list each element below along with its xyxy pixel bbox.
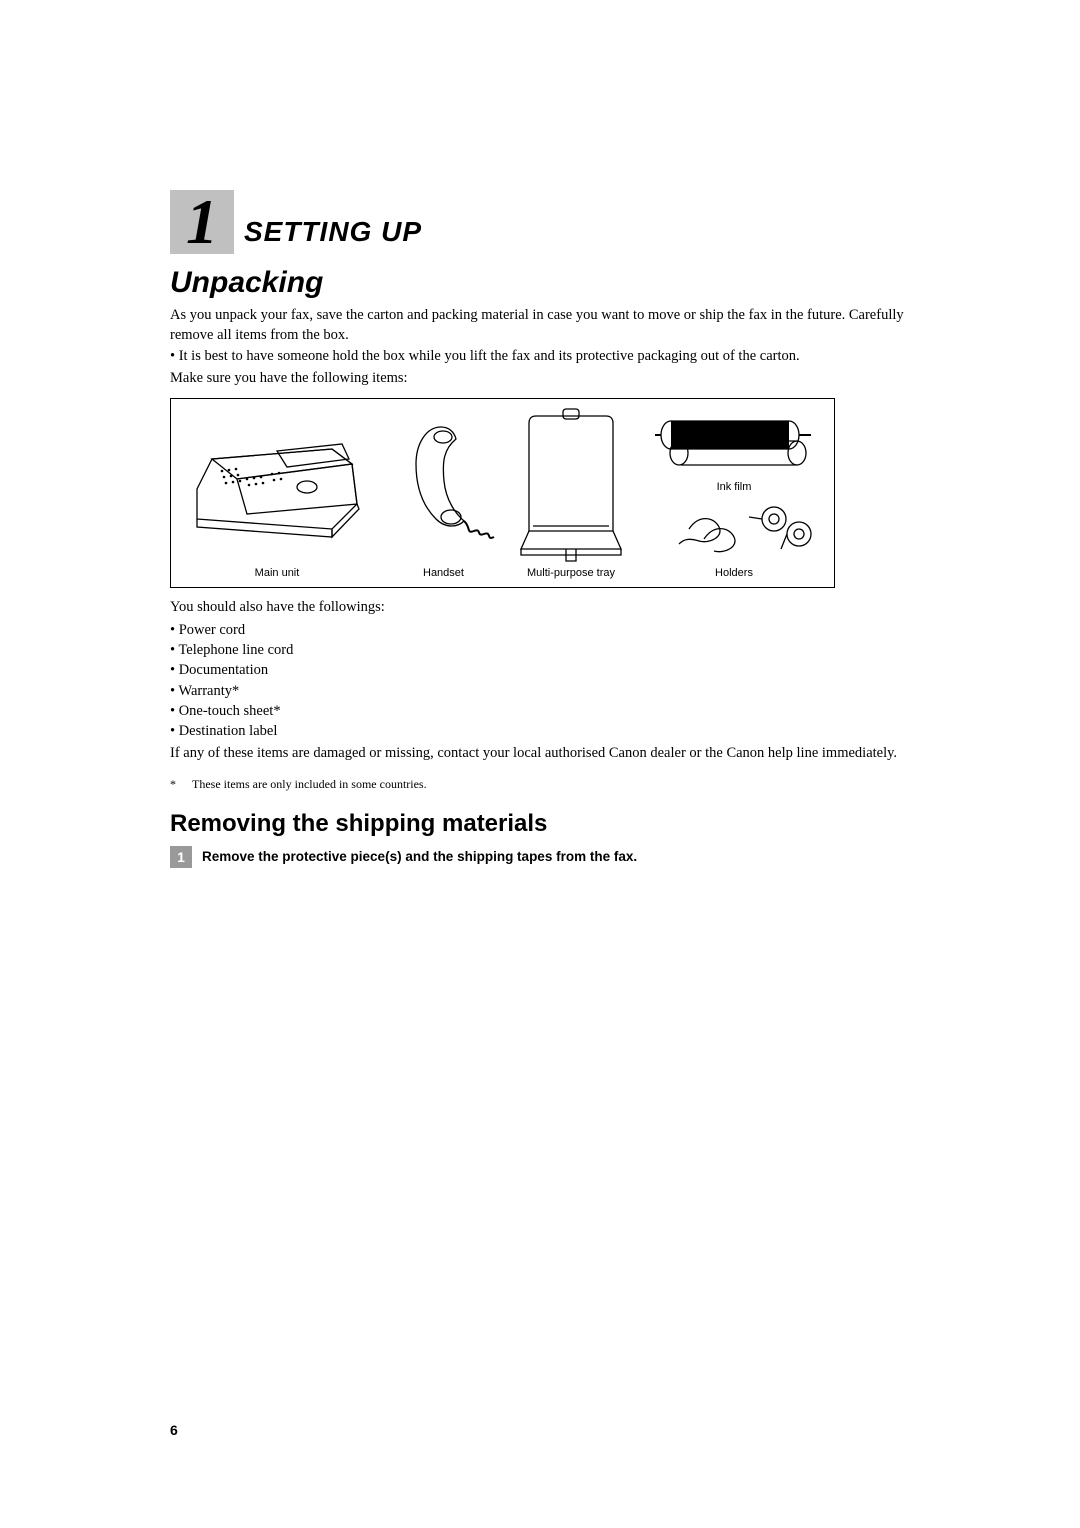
label-main-unit: Main unit: [177, 567, 377, 579]
footnote: * These items are only included in some …: [170, 777, 910, 792]
step-text: Remove the protective piece(s) and the s…: [202, 846, 637, 864]
footnote-mark: *: [170, 777, 176, 792]
section-title: Unpacking: [170, 266, 910, 300]
list-item: • Destination label: [170, 721, 910, 741]
label-ink-film: Ink film: [649, 481, 819, 493]
main-unit-icon: [177, 409, 377, 549]
step-number-box: 1: [170, 846, 192, 868]
handset-icon: [386, 409, 501, 549]
list-item: • One-touch sheet*: [170, 701, 910, 721]
intro-paragraph-2: Make sure you have the following items:: [170, 369, 910, 389]
holders-icon: [649, 499, 819, 559]
followings-trail: If any of these items are damaged or mis…: [170, 744, 910, 764]
followings-list: • Power cord • Telephone line cord • Doc…: [170, 620, 910, 742]
subsection-title: Removing the shipping materials: [170, 810, 910, 838]
chapter-title: SETTING UP: [244, 216, 422, 254]
list-item: • Warranty*: [170, 681, 910, 701]
page-number: 6: [170, 1422, 178, 1438]
intro-paragraph-1: As you unpack your fax, save the carton …: [170, 306, 910, 345]
step-number: 1: [177, 849, 185, 865]
step-row: 1 Remove the protective piece(s) and the…: [170, 846, 910, 868]
manual-page: 1 SETTING UP Unpacking As you unpack you…: [0, 0, 1080, 1528]
chapter-number-box: 1: [170, 190, 234, 254]
package-items-figure: Main unit Handset Multi-purpose t: [170, 398, 835, 588]
label-handset: Handset: [386, 567, 501, 579]
ink-film-icon: [649, 405, 819, 480]
label-tray: Multi-purpose tray: [511, 567, 631, 579]
label-holders: Holders: [649, 567, 819, 579]
list-item: • Power cord: [170, 620, 910, 640]
followings-lead: You should also have the followings:: [170, 598, 910, 618]
chapter-header: 1 SETTING UP: [170, 190, 910, 254]
list-item: • Telephone line cord: [170, 640, 910, 660]
footnote-text: These items are only included in some co…: [192, 777, 427, 792]
intro-bullet: • It is best to have someone hold the bo…: [170, 347, 910, 367]
chapter-number: 1: [186, 190, 218, 254]
list-item: • Documentation: [170, 660, 910, 680]
tray-icon: [511, 401, 631, 566]
